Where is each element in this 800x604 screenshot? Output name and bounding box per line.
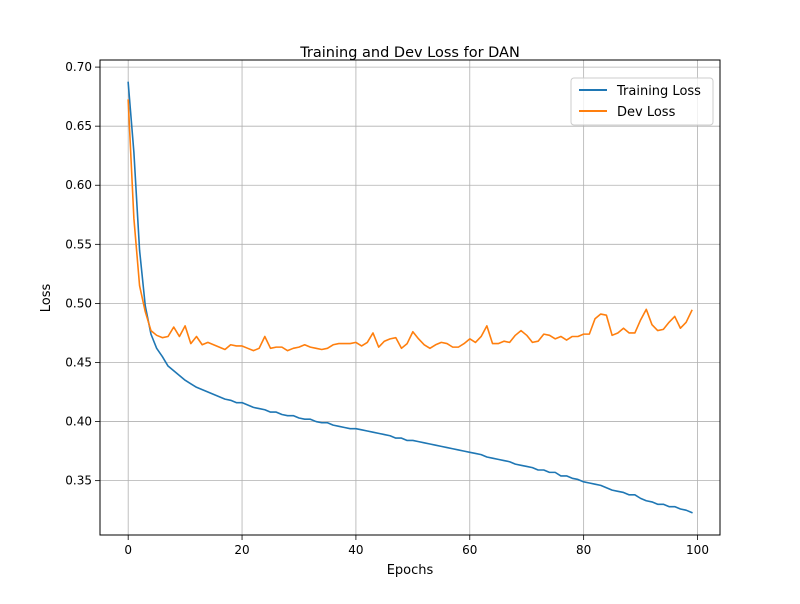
series-lines xyxy=(127,81,693,514)
y-tick-label: 0.35 xyxy=(65,474,92,488)
y-tick-label: 0.70 xyxy=(65,60,92,74)
plot-area-frame xyxy=(99,59,721,536)
x-tick-label: 0 xyxy=(124,543,132,557)
y-tick-label: 0.50 xyxy=(65,296,92,310)
series-line-dev-loss xyxy=(127,99,693,352)
series-line-training-loss xyxy=(127,81,693,514)
y-tick-label: 0.40 xyxy=(65,415,92,429)
grid xyxy=(100,60,720,535)
x-axis-label: Epochs xyxy=(387,563,434,578)
legend: Training Loss Dev Loss xyxy=(570,77,714,126)
x-tick-label: 100 xyxy=(686,543,709,557)
axis-ticks: 0 20 40 60 80 100 0.35 0.40 0.45 0.50 0.55 0.60 0.65… xyxy=(65,60,709,557)
chart-title: Training and Dev Loss for DAN xyxy=(299,45,520,61)
y-tick-label: 0.55 xyxy=(65,237,92,251)
y-tick-label: 0.65 xyxy=(65,119,92,133)
x-tick-label: 60 xyxy=(462,543,477,557)
y-axis-label: Loss xyxy=(39,284,54,313)
legend-label-training-loss: Training Loss xyxy=(616,84,701,99)
y-tick-label: 0.60 xyxy=(65,178,92,192)
legend-label-dev-loss: Dev Loss xyxy=(617,105,676,120)
x-tick-label: 40 xyxy=(348,543,363,557)
x-tick-label: 80 xyxy=(576,543,591,557)
y-tick-label: 0.45 xyxy=(65,355,92,369)
x-tick-label: 20 xyxy=(234,543,249,557)
